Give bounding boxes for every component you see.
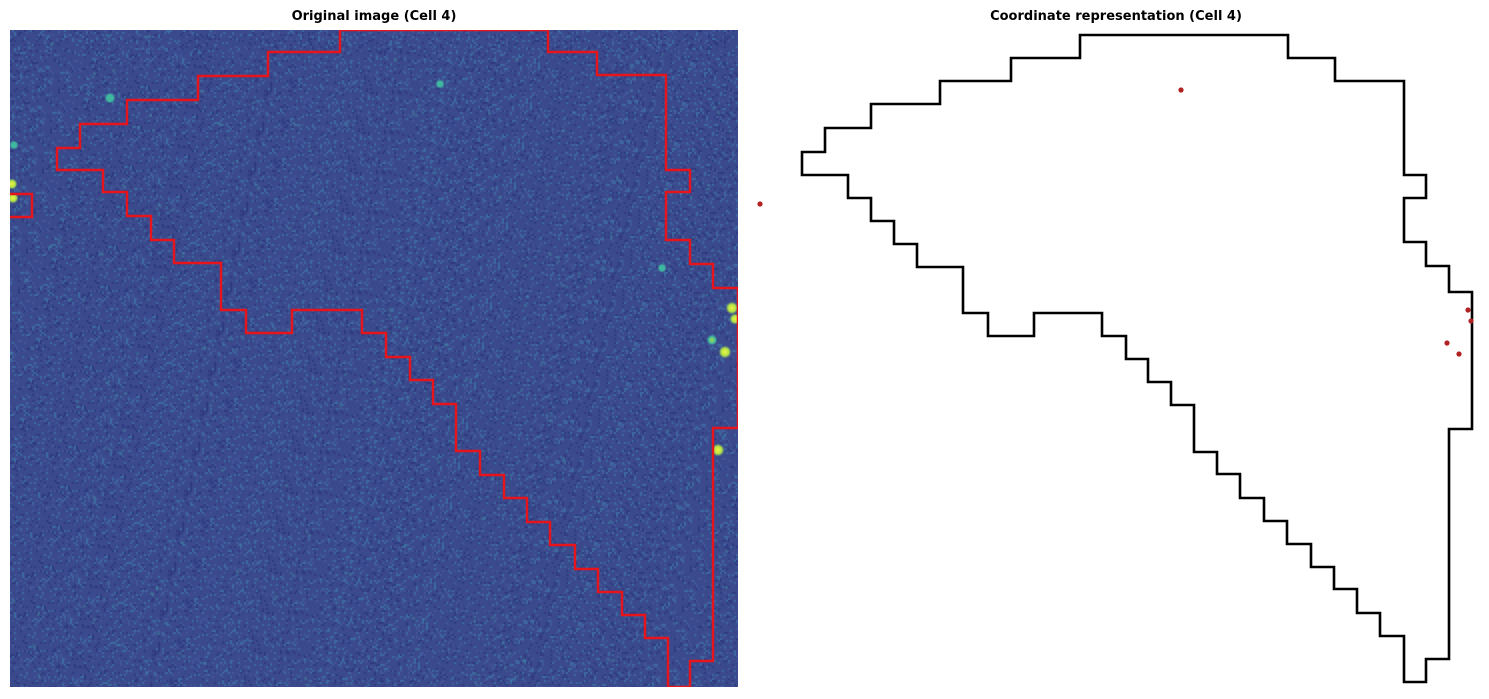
microscopy-image [10,30,738,687]
original-image-panel [10,30,738,687]
coordinate-representation-panel [746,30,1486,690]
spot-point [757,201,763,207]
cell-outline-overlay [10,30,738,687]
spot-points [757,87,1474,357]
original-image-title: Original image (Cell 4) [291,9,457,24]
cell-outline-red-edge [10,192,34,219]
coordinate-representation-title: Coordinate representation (Cell 4) [990,9,1242,24]
cell-outline-black [800,33,1474,684]
spot-point [1178,87,1184,93]
cell-outline-red [55,30,738,687]
spot-point [1465,307,1471,313]
spot-point [1444,340,1450,346]
spot-point [1456,351,1462,357]
spot-point [1468,318,1474,324]
coordinate-plot [757,33,1474,684]
